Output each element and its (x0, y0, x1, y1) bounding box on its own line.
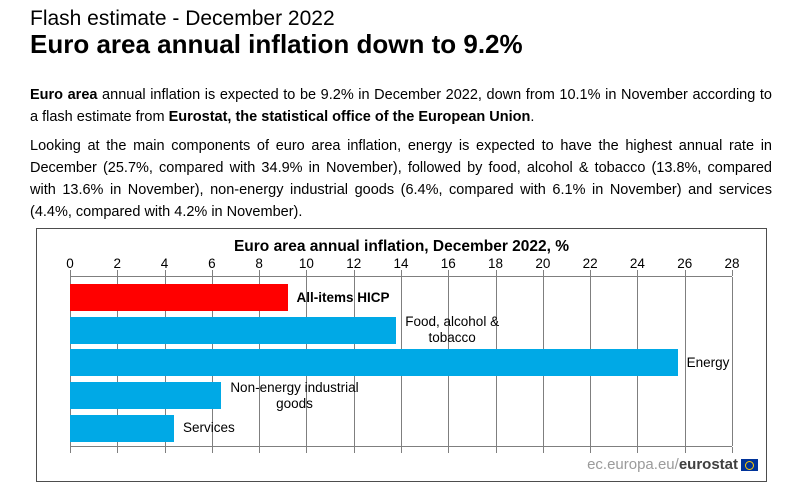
bar-food-alcohol-tobacco (70, 316, 397, 344)
axis-tick-top (542, 270, 544, 276)
x-tick-label: 22 (582, 256, 598, 271)
components-paragraph: Looking at the main components of euro a… (30, 138, 772, 220)
axis-tick-bottom (732, 447, 733, 453)
axis-tick-top (732, 270, 733, 276)
bar-label-all-items-hicp: All-items HICP (296, 289, 390, 305)
axis-tick-top (306, 270, 308, 276)
bar-row-non-energy-industrial-goods: Non-energy industrial goods (70, 379, 359, 411)
axis-tick-bottom (401, 447, 402, 453)
x-tick-label: 8 (255, 256, 263, 271)
axis-tick-top (353, 270, 355, 276)
x-tick-label: 20 (535, 256, 551, 271)
axis-tick-top (70, 270, 71, 276)
bar-row-food-alcohol-tobacco: Food, alcohol & tobacco (70, 314, 500, 346)
eurostat-bold-text: Eurostat, the statistical office of the … (168, 109, 531, 125)
axis-tick-top (211, 270, 213, 276)
axis-tick-bottom (542, 447, 544, 453)
bar-energy (70, 349, 678, 377)
axis-tick-bottom (259, 447, 261, 453)
x-tick-label: 18 (488, 256, 504, 271)
x-tick-label: 28 (724, 256, 740, 271)
footer-url-brand: eurostat (678, 456, 738, 473)
eu-stars-ring (745, 460, 754, 470)
axis-tick-bottom (306, 447, 308, 453)
inflation-bar-chart: Euro area annual inflation, December 202… (36, 228, 767, 482)
gridline (684, 277, 686, 446)
eu-flag-icon (741, 459, 758, 471)
intro-text: annual inflation is expected to be 9.2% … (30, 87, 772, 125)
axis-tick-bottom (448, 447, 450, 453)
x-tick-label: 24 (629, 256, 645, 271)
axis-tick-top (684, 270, 686, 276)
axis-tick-bottom (164, 447, 166, 453)
axis-tick-top (495, 270, 497, 276)
chart-title: Euro area annual inflation, December 202… (233, 238, 570, 255)
axis-tick-bottom (637, 447, 639, 453)
x-tick-label: 26 (677, 256, 693, 271)
axis-tick-bottom (117, 447, 119, 453)
axis-tick-bottom (590, 447, 592, 453)
bar-row-all-items-hicp: All-items HICP (70, 284, 390, 311)
x-tick-label: 12 (346, 256, 362, 271)
bar-row-services: Services (70, 414, 235, 442)
axis-tick-bottom (353, 447, 355, 453)
page-title: Euro area annual inflation down to 9.2% (30, 29, 523, 59)
bar-services (70, 414, 175, 442)
x-tick-label: 0 (66, 256, 74, 271)
intro-paragraph: Euro area annual inflation is expected t… (30, 84, 772, 128)
bar-label-food-alcohol-tobacco: Food, alcohol & tobacco (405, 314, 500, 346)
axis-tick-top (448, 270, 450, 276)
plot-area: All-items HICP Food, alcohol & tobacco Ener… (70, 270, 733, 453)
bar-non-energy-industrial-goods (70, 382, 222, 410)
axis-tick-bottom (211, 447, 213, 453)
axis-tick-top (590, 270, 592, 276)
bar-all-items-hicp (70, 284, 288, 311)
intro-text-tail: . (530, 109, 535, 125)
axis-tick-top (401, 270, 402, 276)
gridline (732, 277, 733, 446)
x-tick-label: 16 (440, 256, 456, 271)
axis-tick-top (259, 270, 261, 276)
axis-tick-bottom (495, 447, 497, 453)
footer-url-prefix: ec.europa.eu/ (587, 456, 679, 473)
bar-row-energy: Energy (70, 349, 730, 377)
euro-area-bold-text: Euro area (30, 87, 98, 103)
axis-tick-top (637, 270, 639, 276)
axis-tick-top (117, 270, 119, 276)
x-tick-label: 10 (298, 256, 314, 271)
bar-label-services: Services (183, 420, 235, 436)
eurostat-branding: ec.europa.eu/eurostat (587, 457, 758, 473)
bar-label-energy: Energy (686, 354, 730, 370)
x-tick-label: 6 (208, 256, 216, 271)
x-tick-label: 14 (393, 256, 409, 271)
x-tick-label: 2 (113, 256, 122, 271)
bar-label-non-energy-industrial-goods: Non-energy industrial goods (230, 379, 359, 411)
axis-tick-bottom (70, 447, 71, 453)
x-tick-label: 4 (160, 256, 169, 271)
kicker: Flash estimate - December 2022 (30, 7, 335, 30)
axis-tick-bottom (684, 447, 686, 453)
axis-tick-top (164, 270, 166, 276)
